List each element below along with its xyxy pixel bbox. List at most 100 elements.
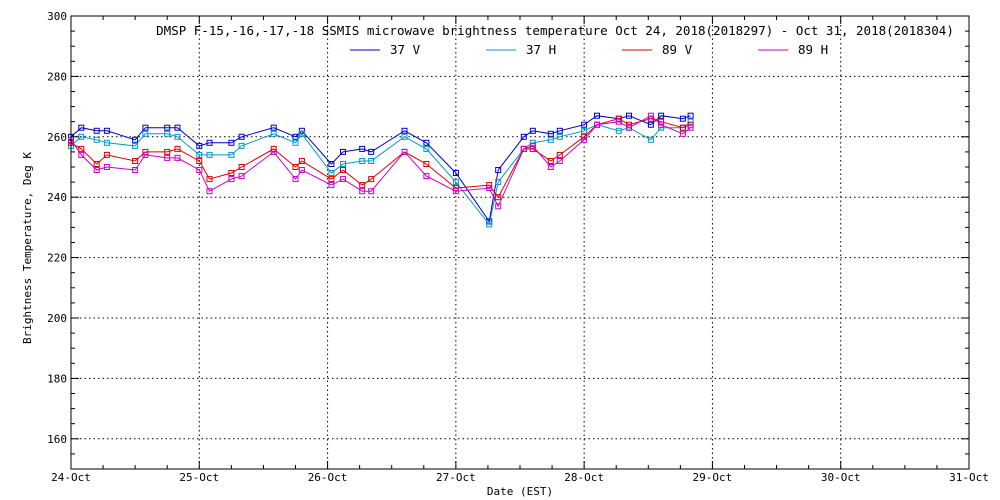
- data-point-marker: [401, 148, 408, 155]
- x-tick-label: 28-Oct: [564, 471, 604, 484]
- x-axis-label: Date (EST): [487, 485, 553, 498]
- data-point-marker: [238, 133, 245, 140]
- data-point-marker: [547, 158, 554, 164]
- data-point-marker: [164, 154, 171, 161]
- data-point-marker: [328, 161, 335, 167]
- data-point-marker: [520, 133, 527, 140]
- data-point-marker: [647, 136, 654, 143]
- x-tick-label: 30-Oct: [821, 471, 861, 484]
- data-point-marker: [93, 136, 100, 143]
- data-point-marker: [423, 173, 430, 180]
- data-point-marker: [359, 188, 366, 195]
- data-point-marker: [292, 139, 299, 146]
- data-point-marker: [206, 151, 213, 158]
- legend-label: 37 H: [526, 42, 556, 57]
- data-point-marker: [687, 124, 694, 131]
- data-point-marker: [594, 121, 600, 128]
- data-point-marker: [615, 127, 622, 134]
- data-point-marker: [103, 164, 110, 170]
- data-point-marker: [368, 188, 375, 195]
- legend-label: 89 H: [798, 42, 828, 57]
- data-point-marker: [359, 182, 366, 189]
- y-axis-label: Brightness Temperature, Deg K: [21, 152, 34, 344]
- x-tick-label: 29-Oct: [693, 471, 733, 484]
- x-tick-label: 24-Oct: [51, 471, 91, 484]
- data-point-marker: [292, 164, 299, 170]
- data-point-marker: [206, 176, 213, 183]
- data-point-marker: [328, 182, 335, 189]
- data-point-marker: [452, 170, 459, 176]
- data-point-marker: [103, 139, 110, 146]
- data-point-marker: [298, 130, 305, 137]
- data-point-marker: [520, 145, 527, 152]
- data-point-marker: [495, 203, 502, 210]
- x-tick-label: 25-Oct: [179, 471, 219, 484]
- data-point-marker: [452, 185, 459, 192]
- data-point-marker: [228, 151, 235, 158]
- x-tick-label: 27-Oct: [436, 471, 476, 484]
- data-point-marker: [401, 133, 408, 140]
- data-point-marker: [594, 112, 600, 119]
- data-point-marker: [495, 194, 502, 201]
- data-point-marker: [647, 112, 654, 119]
- y-tick-label: 220: [47, 252, 67, 265]
- data-point-marker: [270, 130, 277, 137]
- data-point-marker: [368, 148, 375, 155]
- data-point-marker: [581, 136, 588, 143]
- data-point-marker: [423, 139, 430, 146]
- data-point-marker: [452, 179, 459, 186]
- data-point-marker: [581, 121, 588, 128]
- data-point-marker: [206, 188, 213, 195]
- data-point-marker: [359, 158, 366, 164]
- data-point-marker: [142, 124, 149, 131]
- axis-ticks: [70, 15, 970, 470]
- data-point-marker: [298, 167, 305, 173]
- data-point-marker: [423, 161, 430, 167]
- data-point-marker: [615, 118, 622, 125]
- x-tick-labels: 24-Oct 25-Oct 26-Oct 27-Oct 28-Oct 29-Oct 30-O…: [51, 471, 989, 484]
- data-point-marker: [340, 148, 346, 155]
- legend: 37 V 37 H 89 V 89 H: [350, 42, 828, 57]
- data-point-marker: [328, 176, 335, 183]
- data-point-marker: [647, 121, 654, 128]
- data-point-marker: [495, 179, 502, 186]
- data-point-marker: [368, 158, 375, 164]
- data-point-marker: [486, 221, 493, 228]
- data-point-marker: [556, 127, 563, 134]
- data-point-marker: [328, 170, 335, 176]
- data-point-marker: [298, 158, 305, 164]
- data-point-marker: [556, 158, 563, 164]
- data-point-marker: [486, 185, 493, 192]
- data-point-marker: [164, 148, 171, 155]
- x-tick-label: 31-Oct: [949, 471, 989, 484]
- data-point-marker: [228, 139, 235, 146]
- data-point-marker: [452, 188, 459, 195]
- data-point-marker: [340, 167, 346, 173]
- data-point-marker: [164, 124, 171, 131]
- data-point-marker: [423, 145, 430, 152]
- data-point-marker: [196, 167, 203, 173]
- series-line: [70, 121, 691, 226]
- series-line: [70, 115, 691, 208]
- chart-title: DMSP F-15,-16,-17,-18 SSMIS microwave br…: [156, 23, 954, 38]
- data-point-marker: [270, 124, 277, 131]
- data-point-marker: [547, 130, 554, 137]
- data-point-marker: [93, 161, 100, 167]
- y-tick-label: 260: [47, 131, 67, 144]
- y-tick-label: 280: [47, 70, 67, 83]
- legend-item: 89 V: [622, 42, 693, 57]
- y-tick-labels: 160 180 200 220 240 260 280 300: [47, 10, 67, 446]
- data-point-marker: [529, 139, 536, 146]
- data-point-marker: [292, 133, 299, 140]
- grid-lines: [71, 16, 969, 469]
- data-point-marker: [142, 151, 149, 158]
- data-point-marker: [658, 121, 665, 128]
- data-point-marker: [78, 124, 85, 131]
- data-point-marker: [132, 142, 139, 149]
- series-line: [70, 115, 691, 223]
- data-point-marker: [103, 151, 110, 158]
- data-point-marker: [93, 167, 100, 173]
- data-point-marker: [174, 154, 181, 161]
- y-tick-label: 240: [47, 191, 67, 204]
